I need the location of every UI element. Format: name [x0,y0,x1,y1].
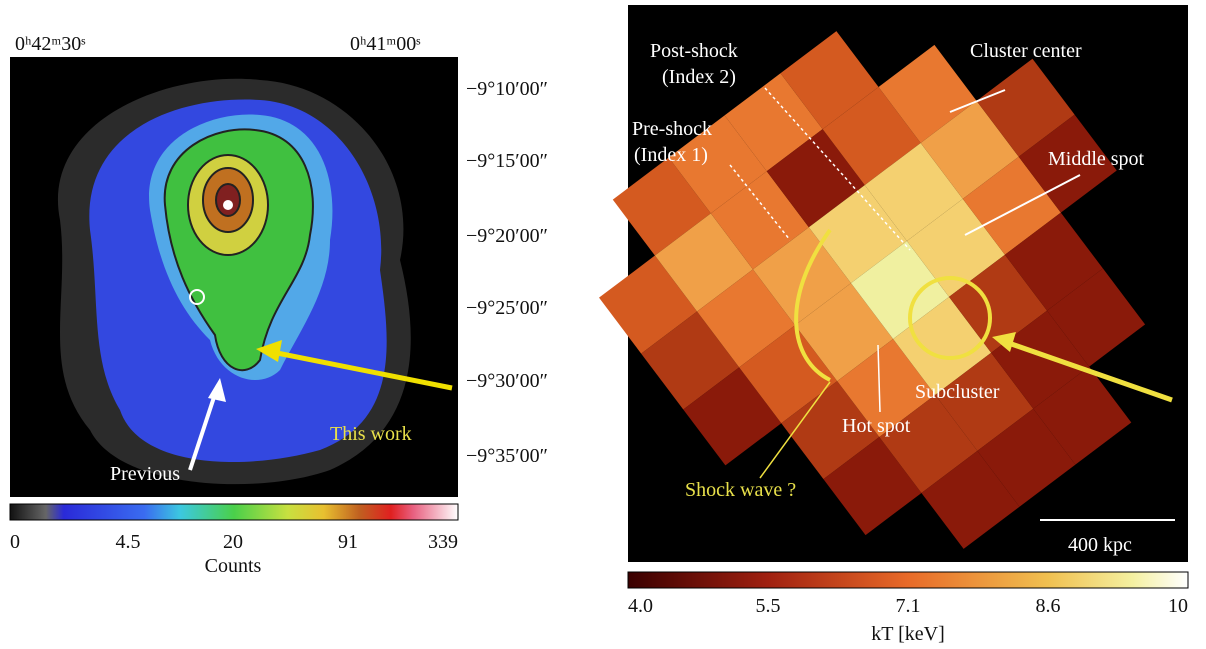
colorbar-tick: 7.1 [896,595,921,617]
annotation: Hot spot [842,415,911,437]
ra-label: 0ʰ42ᵐ30ˢ [15,33,85,55]
colorbar-tick: 8.6 [1036,595,1061,617]
colorbar-tick: 10 [1168,595,1188,617]
annotation: Previous [110,463,180,485]
annotation: Cluster center [970,40,1082,62]
scale-label: 400 kpc [1068,534,1132,556]
dec-label: −9°20′00″ [466,225,548,247]
colorbar-label: kT [keV] [871,623,945,645]
ra-label: 0ʰ41ᵐ00ˢ [350,33,420,55]
peak [223,200,233,210]
right-panel: Post-shock(Index 2) Cluster center Pre-s… [557,0,1206,645]
dec-label: −9°30′00″ [466,370,548,392]
annotation: Middle spot [1048,148,1145,170]
colorbar-tick: 0 [10,531,20,553]
dec-label: −9°35′00″ [466,445,548,467]
annotation: Shock wave ? [685,479,796,501]
colorbar-tick: 4.5 [116,531,141,553]
left-panel: This work Previous 0ʰ42ᵐ30ˢ 0ʰ41ᵐ00ˢ −9°… [10,33,548,577]
colorbar [10,504,458,520]
colorbar [628,572,1188,588]
dec-label: −9°15′00″ [466,150,548,172]
colorbar-tick: 5.5 [756,595,781,617]
annotation: This work [330,423,412,445]
colorbar-tick: 339 [428,531,458,553]
colorbar-tick: 91 [338,531,358,553]
annotation: Subcluster [915,381,1000,403]
colorbar-tick: 4.0 [628,595,653,617]
dec-label: −9°25′00″ [466,297,548,319]
colorbar-tick: 20 [223,531,243,553]
dec-label: −9°10′00″ [466,78,548,100]
figure: This work Previous 0ʰ42ᵐ30ˢ 0ʰ41ᵐ00ˢ −9°… [0,0,1206,649]
colorbar-label: Counts [205,555,262,577]
